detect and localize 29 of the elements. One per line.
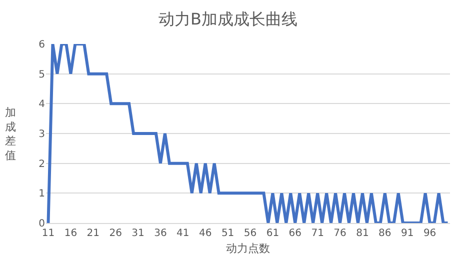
x-tick-label: 26 (109, 228, 122, 239)
x-tick-label: 56 (244, 228, 257, 239)
y-axis-title: 加成差值 (5, 106, 16, 162)
y-tick-label: 2 (38, 158, 45, 170)
x-tick-label: 31 (132, 228, 144, 239)
x-tick-label: 81 (356, 228, 369, 239)
x-tick-label: 46 (198, 228, 212, 239)
x-tick-label: 11 (42, 228, 55, 239)
x-tick-label: 96 (423, 228, 436, 239)
x-tick-label: 91 (400, 228, 414, 239)
x-tick-label: 16 (64, 228, 78, 239)
y-tick-label: 1 (38, 188, 45, 200)
y-tick-label: 0 (38, 218, 45, 230)
x-tick-label: 21 (86, 228, 100, 239)
y-tick-label: 4 (38, 99, 45, 110)
x-tick-label: 41 (176, 228, 190, 239)
x-tick-label: 71 (311, 228, 324, 239)
y-tick-label: 3 (38, 129, 45, 140)
x-tick-label: 51 (221, 228, 234, 239)
x-tick-label: 86 (378, 228, 392, 239)
chart-title: 动力B加成成长曲线 (158, 10, 298, 29)
y-tick-label: 6 (38, 40, 45, 50)
x-tick-label: 36 (154, 228, 167, 239)
x-tick-label: 76 (334, 228, 346, 239)
x-axis-title: 动力点数 (226, 242, 270, 256)
line-series (46, 44, 450, 223)
y-tick-label: 5 (38, 69, 45, 80)
x-tick-label: 66 (288, 228, 302, 239)
x-tick-label: 61 (266, 228, 280, 239)
